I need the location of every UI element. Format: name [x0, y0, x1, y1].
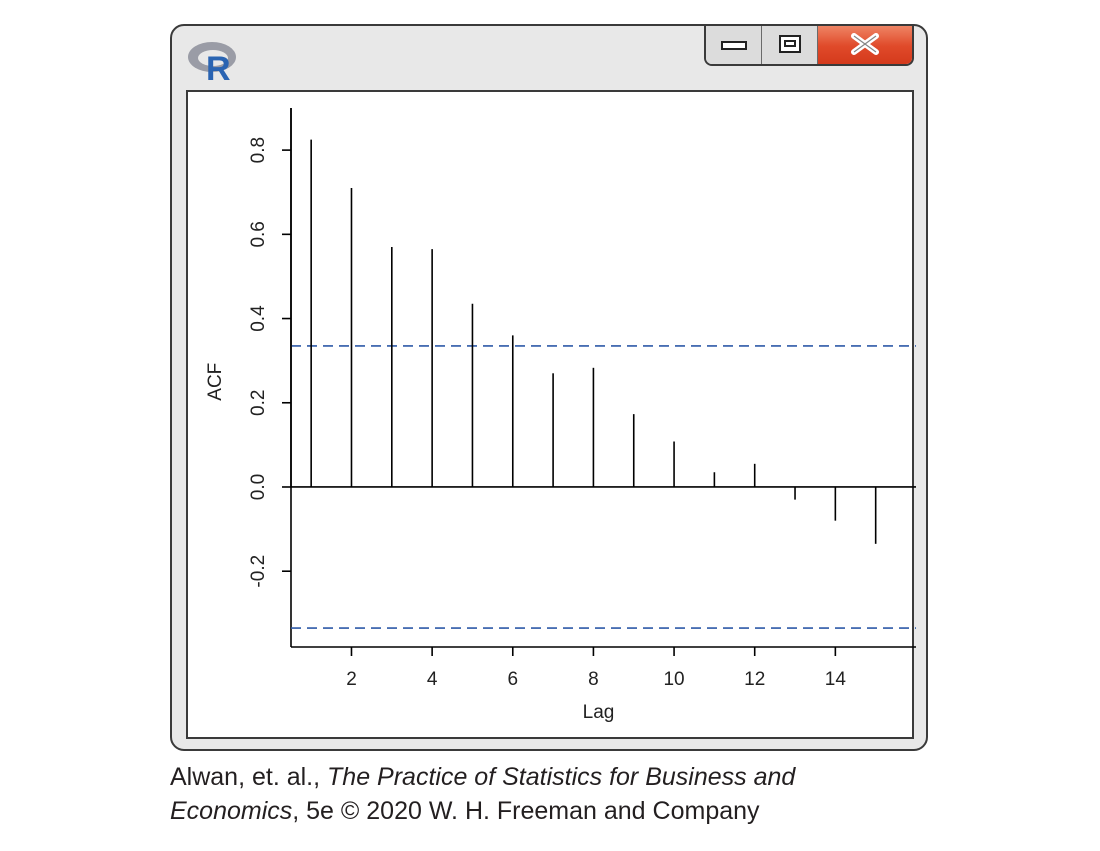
r-logo-icon: R	[188, 42, 236, 82]
x-tick-label: 12	[744, 669, 765, 690]
window-controls	[704, 26, 914, 66]
maximize-icon	[778, 35, 801, 53]
y-tick-label: 0.4	[248, 305, 269, 332]
caption-title-line2: Economics	[170, 797, 293, 825]
x-tick-label: 14	[825, 669, 847, 690]
x-tick-label: 8	[588, 669, 599, 690]
caption-title-line1: The Practice of Statistics for Business …	[327, 763, 796, 791]
y-tick-label: 0.6	[248, 221, 269, 247]
x-tick-label: 4	[427, 669, 438, 690]
x-tick-label: 10	[663, 669, 684, 690]
y-tick-label: 0.2	[248, 390, 269, 416]
figure-caption: Alwan, et. al., The Practice of Statisti…	[170, 760, 1050, 828]
close-icon	[851, 33, 879, 55]
y-tick-label: 0.8	[248, 137, 269, 163]
y-tick-label: -0.2	[248, 555, 269, 588]
caption-rest: , 5e © 2020 W. H. Freeman and Company	[292, 797, 760, 825]
x-tick-label: 6	[507, 669, 518, 690]
x-tick-label: 2	[346, 669, 357, 690]
caption-author: Alwan, et. al.,	[170, 763, 328, 791]
y-tick-label: 0.0	[248, 474, 269, 500]
minimize-icon	[720, 41, 747, 50]
title-bar[interactable]: R	[172, 26, 926, 90]
y-axis-title: ACF	[205, 363, 226, 401]
plot-area: 2 4 6 8 10 12 14 -0.2 0.0 0.2 0.4 0.6 0.8 Lag ACF	[186, 90, 916, 739]
minimize-button[interactable]	[706, 26, 762, 64]
svg-text:R: R	[206, 50, 231, 82]
x-axis-title: Lag	[583, 702, 615, 723]
acf-chart: 2 4 6 8 10 12 14 -0.2 0.0 0.2 0.4 0.6 0.8 Lag ACF	[205, 108, 916, 723]
r-graphics-window: R 2 4 6 8 10 12 14 -0.2 0.0 0.2 0	[170, 24, 928, 751]
close-button[interactable]	[818, 26, 912, 64]
maximize-button[interactable]	[762, 26, 818, 64]
